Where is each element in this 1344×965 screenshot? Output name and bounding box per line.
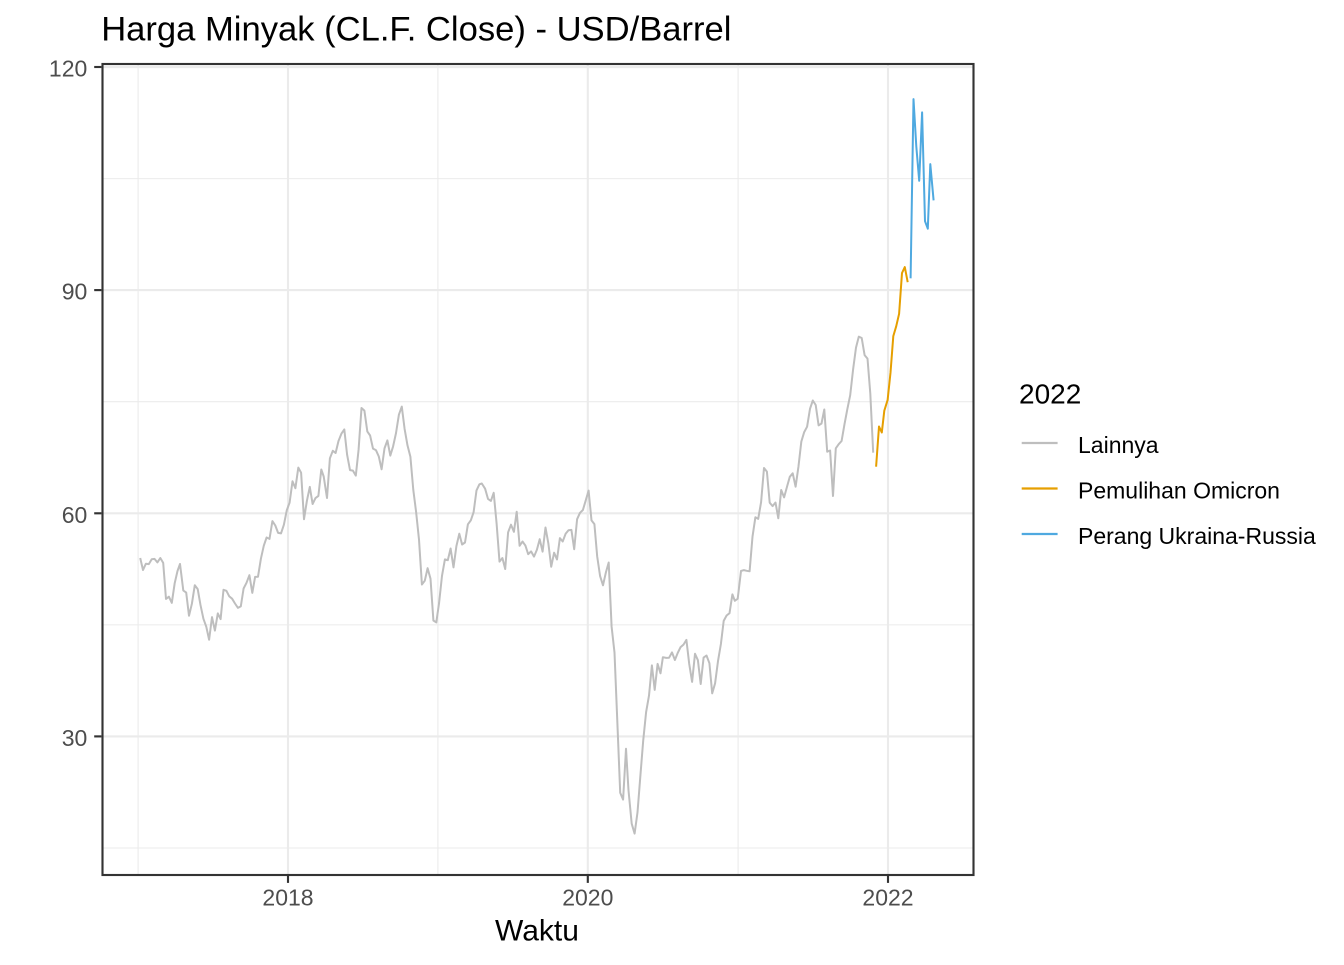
- svg-text:60: 60: [62, 502, 88, 528]
- svg-text:2022: 2022: [1019, 379, 1081, 410]
- svg-text:120: 120: [49, 56, 87, 82]
- svg-text:Pemulihan Omicron: Pemulihan Omicron: [1078, 478, 1280, 504]
- svg-text:2018: 2018: [262, 884, 313, 910]
- svg-text:Perang Ukraina-Russia: Perang Ukraina-Russia: [1078, 523, 1316, 549]
- svg-text:Harga Minyak (CL.F. Close) - U: Harga Minyak (CL.F. Close) - USD/Barrel: [101, 11, 731, 49]
- svg-text:2022: 2022: [862, 884, 913, 910]
- svg-text:Lainnya: Lainnya: [1078, 432, 1159, 458]
- svg-text:Waktu: Waktu: [495, 915, 579, 948]
- svg-text:2020: 2020: [562, 884, 613, 910]
- svg-text:90: 90: [62, 279, 88, 305]
- svg-text:30: 30: [62, 725, 88, 751]
